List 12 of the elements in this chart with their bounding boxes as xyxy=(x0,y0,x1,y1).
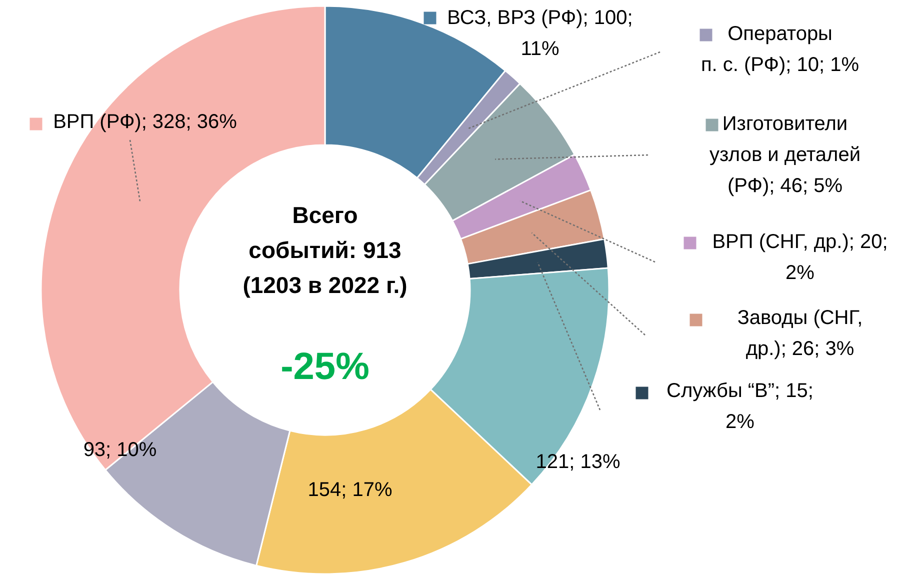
legend-label: Операторы п. с. (РФ); 10; 1% xyxy=(700,23,860,76)
legend-label: ВРП (РФ); 328; 36% xyxy=(53,111,238,133)
data-label: 93; 10% xyxy=(83,439,157,461)
data-label: 154; 17% xyxy=(308,479,392,501)
legend-label: Службы “В”; 15; 2% xyxy=(666,380,814,433)
legend-label: Заводы (СНГ, др.); 26; 3% xyxy=(737,307,863,360)
data-label: 121; 13% xyxy=(536,451,620,473)
text: -25% xyxy=(280,346,370,388)
legend-label: ВСЗ, ВРЗ (РФ); 100; 11% xyxy=(447,7,633,60)
text: Всего событий: 913 (1203 в 2022 г.) xyxy=(242,202,408,298)
legend-label: Изготовители узлов и деталей (РФ); 46; 5% xyxy=(709,113,861,197)
legend-label: ВРП (СНГ, др.); 20; 2% xyxy=(712,231,888,284)
